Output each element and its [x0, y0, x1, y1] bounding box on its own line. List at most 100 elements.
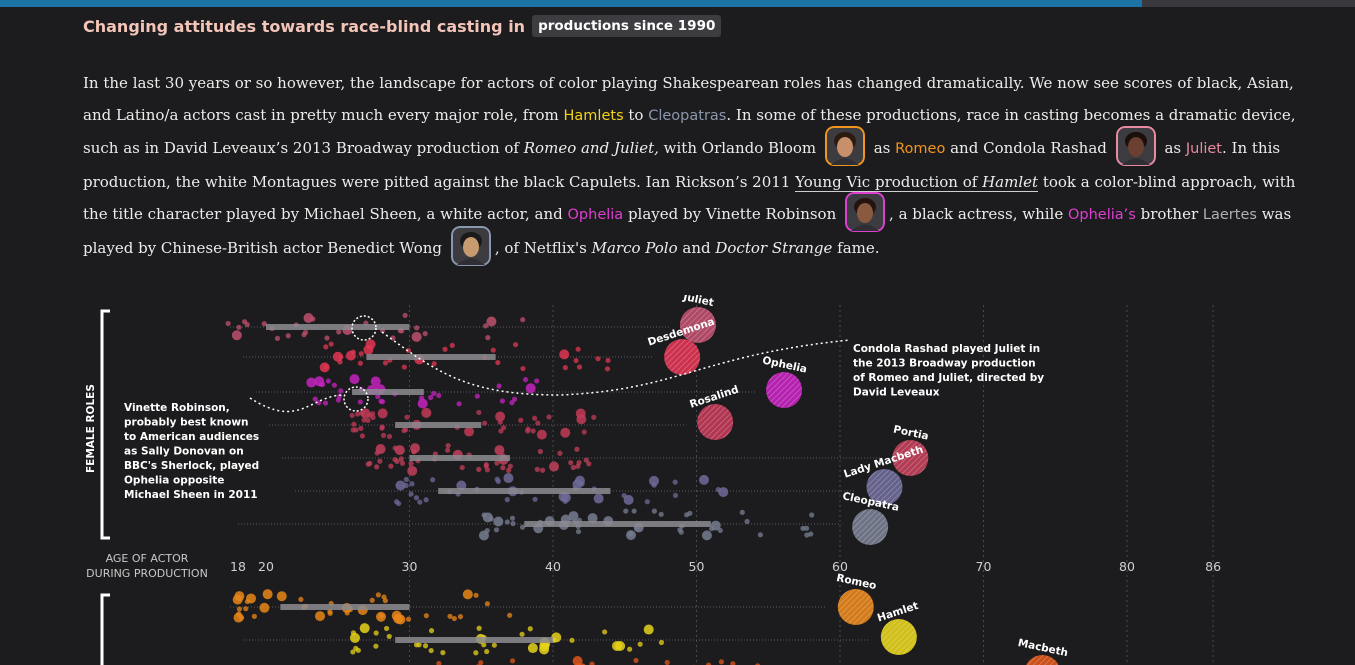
data-point: [322, 400, 329, 406]
data-point: [701, 530, 712, 541]
data-point: [549, 461, 560, 472]
data-point: [575, 346, 581, 352]
data-point: [393, 613, 404, 624]
data-point: [401, 364, 407, 370]
annotation-text: David Leveaux: [853, 387, 940, 399]
juliet-link[interactable]: Juliet: [1185, 141, 1222, 157]
data-point: [473, 650, 479, 656]
reading-progress-bar: [0, 0, 1355, 7]
data-point: [509, 515, 516, 521]
data-point: [431, 390, 437, 397]
data-point: [306, 377, 317, 388]
text-run: to: [623, 106, 649, 124]
data-point: [428, 647, 434, 654]
data-point: [651, 482, 657, 488]
text-run: fame.: [832, 239, 880, 257]
data-point: [386, 433, 393, 440]
data-point: [370, 411, 376, 417]
avatar-benedict-wong[interactable]: [450, 226, 491, 266]
data-point: [408, 491, 414, 497]
highlight-ring: [343, 386, 369, 412]
data-point: [403, 476, 409, 483]
laertes-link[interactable]: Laertes: [1202, 207, 1257, 223]
data-point: [323, 364, 329, 370]
data-point: [476, 466, 482, 472]
data-point: [557, 450, 563, 456]
data-point: [408, 460, 414, 467]
avatar-vinette-robinson[interactable]: [845, 192, 886, 232]
average-bubble-hatch: [766, 372, 803, 408]
data-point: [399, 460, 406, 466]
data-point: [494, 445, 505, 456]
data-point: [377, 458, 383, 464]
age-range-bar: [266, 324, 410, 330]
data-point: [478, 530, 489, 541]
data-point: [417, 398, 428, 409]
data-point: [576, 364, 583, 370]
data-point: [407, 465, 418, 476]
young-vic-link[interactable]: Young Vic production of Hamlet: [795, 173, 1039, 192]
ophelia-link[interactable]: Ophelia: [567, 207, 624, 223]
annotation-text: Vinette Robinson,: [124, 402, 230, 414]
age-range-bar: [438, 488, 611, 494]
data-point: [562, 365, 568, 371]
cleopatras-link[interactable]: Cleopatras: [648, 108, 727, 124]
data-point: [405, 616, 412, 622]
data-point: [699, 474, 710, 485]
highlight-ring: [351, 315, 377, 341]
avatar-condola-rashad[interactable]: [1115, 126, 1156, 166]
data-point: [586, 461, 592, 467]
tick-label: 20: [258, 559, 274, 574]
data-point: [546, 414, 552, 420]
axis-label: AGE OF ACTOR: [106, 552, 189, 565]
data-point: [375, 393, 381, 400]
data-point: [803, 525, 810, 531]
hamlets-link[interactable]: Hamlets: [563, 108, 624, 124]
axis-label: DURING PRODUCTION: [86, 567, 208, 580]
data-point: [504, 497, 510, 503]
data-point: [739, 509, 745, 515]
data-point: [328, 341, 334, 347]
data-point: [483, 462, 489, 468]
data-point: [484, 648, 490, 655]
section-heading: Changing attitudes towards race-blind ca…: [83, 15, 722, 37]
data-point: [225, 320, 231, 327]
data-point: [651, 508, 657, 514]
data-point: [428, 628, 435, 634]
data-point: [568, 460, 574, 466]
data-point: [315, 611, 326, 622]
average-bubble-hatch: [1026, 655, 1059, 665]
data-point: [449, 342, 455, 348]
data-point: [323, 344, 329, 350]
romeo-link[interactable]: Romeo: [895, 141, 946, 157]
data-point: [318, 381, 324, 388]
data-point: [357, 360, 363, 366]
data-point: [527, 643, 538, 654]
data-point: [493, 527, 500, 533]
data-point: [436, 392, 442, 399]
data-point: [413, 642, 420, 648]
data-point: [525, 428, 531, 434]
data-point: [525, 383, 536, 394]
data-point: [627, 646, 633, 652]
tick-label: 60: [832, 559, 848, 574]
data-point: [539, 467, 546, 473]
ophelias-link[interactable]: Ophelia’s: [1067, 207, 1136, 223]
data-point: [672, 479, 678, 485]
text-run: as: [1159, 139, 1186, 157]
data-point: [336, 329, 342, 335]
data-point: [464, 426, 475, 437]
data-point: [705, 662, 712, 665]
data-point: [512, 396, 518, 402]
data-point: [730, 661, 736, 665]
avatar-orlando-bloom[interactable]: [824, 126, 865, 166]
annotation-text: Condola Rashad played Juliet in: [853, 343, 1040, 355]
data-point: [534, 378, 540, 384]
data-point: [625, 530, 636, 541]
play-title: Romeo and Juliet,: [523, 139, 659, 157]
avatar-shoulders: [1121, 158, 1150, 165]
data-point: [512, 342, 519, 348]
age-range-bar: [366, 354, 496, 360]
data-point: [422, 643, 429, 649]
data-point: [363, 344, 374, 355]
